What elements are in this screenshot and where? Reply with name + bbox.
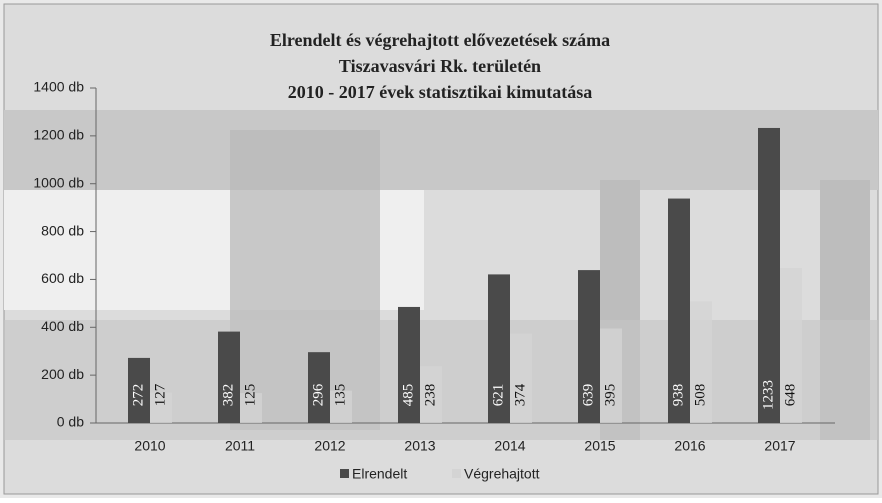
value-label: 395 bbox=[602, 384, 618, 407]
y-tick-label: 1000 db bbox=[33, 174, 84, 190]
x-tick-label: 2014 bbox=[494, 438, 525, 454]
bar bbox=[128, 357, 150, 423]
bar bbox=[330, 390, 352, 423]
bar bbox=[690, 301, 712, 423]
value-label: 485 bbox=[400, 384, 416, 407]
bar bbox=[668, 198, 690, 423]
value-label: 374 bbox=[512, 383, 528, 406]
bar bbox=[308, 352, 330, 423]
value-label: 127 bbox=[152, 383, 168, 406]
bar bbox=[780, 267, 802, 423]
value-label: 639 bbox=[580, 384, 596, 407]
chart-title: Elrendelt és végrehajtott elővezetések s… bbox=[270, 30, 610, 50]
value-label: 648 bbox=[782, 384, 798, 407]
bar bbox=[510, 333, 532, 423]
bar bbox=[578, 270, 600, 423]
x-tick-label: 2016 bbox=[674, 438, 705, 454]
value-label: 238 bbox=[422, 384, 438, 407]
photo-roof bbox=[4, 110, 878, 190]
value-label: 382 bbox=[220, 384, 236, 407]
value-label: 621 bbox=[490, 384, 506, 407]
chart-title: Tiszavasvári Rk. területén bbox=[339, 56, 541, 76]
bar bbox=[600, 328, 622, 423]
legend-swatch bbox=[340, 469, 349, 478]
x-tick-label: 2011 bbox=[225, 438, 255, 454]
x-tick-label: 2010 bbox=[134, 438, 165, 454]
x-tick-label: 2017 bbox=[764, 438, 795, 454]
legend-swatch bbox=[452, 469, 461, 478]
value-label: 125 bbox=[242, 384, 258, 407]
value-label: 1233 bbox=[760, 380, 776, 410]
bar bbox=[240, 393, 262, 423]
x-tick-label: 2013 bbox=[404, 438, 435, 454]
y-tick-label: 800 db bbox=[41, 222, 84, 238]
value-label: 508 bbox=[692, 384, 708, 407]
bar bbox=[758, 127, 780, 423]
y-tick-label: 1400 db bbox=[33, 79, 84, 95]
bar bbox=[488, 274, 510, 423]
bar bbox=[218, 331, 240, 423]
value-label: 272 bbox=[130, 384, 146, 407]
legend-label: Elrendelt bbox=[352, 466, 407, 482]
value-label: 938 bbox=[670, 384, 686, 407]
x-tick-label: 2012 bbox=[314, 438, 345, 454]
y-tick-label: 200 db bbox=[41, 366, 84, 382]
y-tick-label: 1200 db bbox=[33, 127, 84, 143]
legend-label: Végrehajtott bbox=[464, 466, 540, 482]
value-label: 135 bbox=[332, 384, 348, 407]
x-tick-label: 2015 bbox=[584, 438, 615, 454]
bar bbox=[420, 366, 442, 423]
bar bbox=[398, 306, 420, 423]
chart-title: 2010 - 2017 évek statisztikai kimutatása bbox=[288, 82, 593, 102]
value-label: 296 bbox=[310, 383, 326, 406]
bar bbox=[150, 392, 172, 423]
y-tick-label: 0 db bbox=[57, 414, 84, 430]
y-tick-label: 600 db bbox=[41, 270, 84, 286]
y-tick-label: 400 db bbox=[41, 318, 84, 334]
